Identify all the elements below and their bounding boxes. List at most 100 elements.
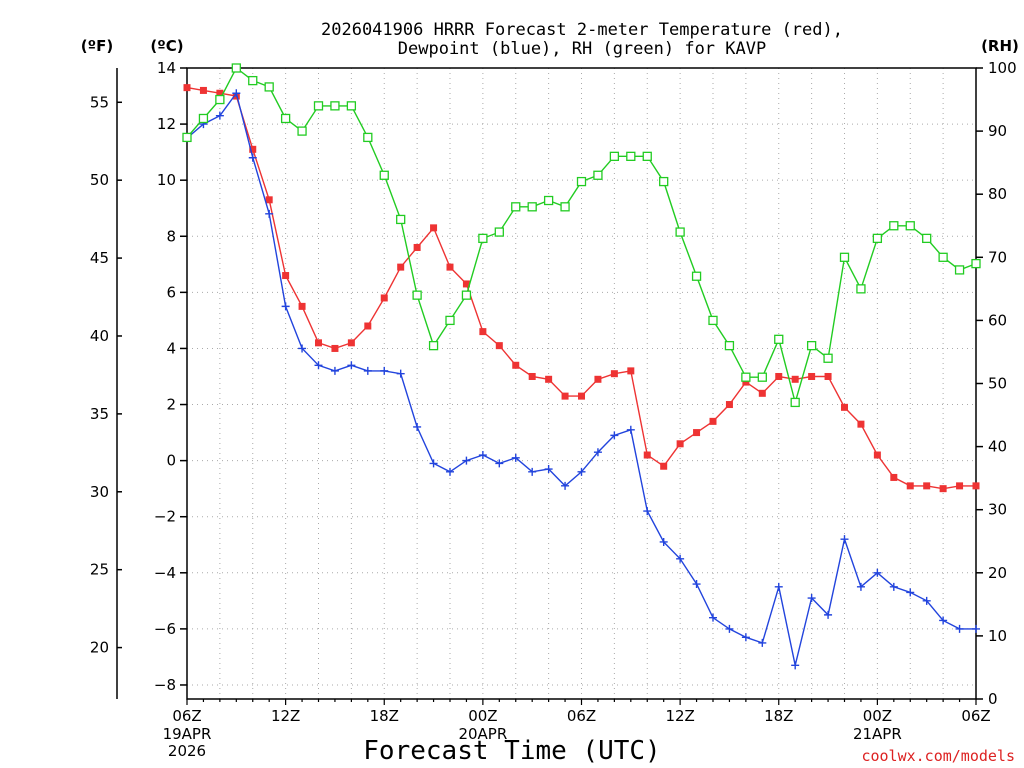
celsius-tick-label: 0 <box>166 452 176 470</box>
rh-series <box>182 63 981 408</box>
x-tick-label: 06Z <box>567 707 596 725</box>
dewpoint-point <box>232 89 241 98</box>
temperature-point <box>939 485 947 493</box>
dewpoint-point <box>955 624 964 633</box>
rh-point <box>248 75 258 86</box>
temperature-point <box>808 372 816 380</box>
temperature-point <box>643 451 651 459</box>
rh-tick-label: 0 <box>988 690 998 708</box>
dewpoint-point <box>659 537 668 546</box>
dewpoint-point <box>692 580 701 589</box>
dewpoint-point <box>478 451 487 460</box>
rh-point <box>560 202 570 212</box>
temperature-point <box>693 429 701 437</box>
dewpoint-point <box>528 467 537 476</box>
temperature-point <box>347 339 355 347</box>
rh-point <box>971 258 981 269</box>
fahrenheit-tick-label: 25 <box>90 561 109 579</box>
temperature-point <box>364 322 372 330</box>
dewpoint-point <box>298 344 307 353</box>
dewpoint-point <box>248 153 257 162</box>
dewpoint-point <box>215 111 224 120</box>
title-line-2: Dewpoint (blue), RH (green) for KAVP <box>398 39 766 59</box>
rh-tick-label: 40 <box>988 438 1007 456</box>
dewpoint-point <box>544 465 553 474</box>
temperature-point <box>446 263 454 271</box>
chart-title: 2026041906 HRRR Forecast 2-meter Tempera… <box>321 20 843 59</box>
dewpoint-point <box>840 535 849 544</box>
x-tick-label: 12Z <box>271 707 300 725</box>
rh-point <box>543 195 554 206</box>
temperature-point <box>216 89 224 97</box>
rh-point <box>346 101 357 111</box>
rh-point <box>396 214 406 225</box>
rh-point <box>198 113 209 124</box>
rh-point <box>954 265 965 275</box>
dewpoint-point <box>758 638 767 647</box>
temperature-point <box>495 342 503 350</box>
temperature-point <box>413 243 421 251</box>
celsius-tick-label: −2 <box>154 508 176 526</box>
rh-point <box>675 227 685 237</box>
rh-point <box>511 202 521 212</box>
fahrenheit-tick-label: 30 <box>90 483 109 501</box>
dewpoint-point <box>626 425 635 434</box>
temperature-point <box>578 392 585 400</box>
temperature-point <box>249 145 257 153</box>
rh-point <box>922 233 932 244</box>
rh-point <box>708 315 718 326</box>
fahrenheit-tick-label: 55 <box>90 93 109 111</box>
rh-point <box>790 397 800 408</box>
dewpoint-point <box>347 361 356 370</box>
dewpoint-point <box>446 467 454 476</box>
x-axis-title: Forecast Time (UTC) <box>363 736 660 766</box>
dewpoint-point <box>873 568 882 577</box>
dewpoint-point <box>807 594 816 603</box>
rh-point <box>412 290 422 300</box>
temperature-point <box>545 375 553 383</box>
x-tick-date-label: 21APR <box>853 725 902 743</box>
temperature-point <box>725 401 733 409</box>
axes: −8 −6 −4 −2 0 2 4 6 8 10 12 14 20 25 30 35 40 45 50 55 0 10 20… <box>90 59 1017 760</box>
dewpoint-point <box>889 582 898 591</box>
temperature-point <box>742 378 750 386</box>
celsius-tick-label: 4 <box>166 339 176 357</box>
rh-tick-label: 10 <box>988 627 1007 645</box>
rh-point <box>445 315 455 326</box>
dewpoint-point <box>922 596 931 605</box>
dewpoint-point <box>413 422 422 431</box>
rh-point <box>428 340 439 351</box>
dewpoint-point <box>676 554 685 563</box>
celsius-tick-label: −6 <box>154 620 176 638</box>
x-tick-label: 06Z <box>961 707 990 725</box>
fahrenheit-tick-label: 45 <box>90 249 109 267</box>
x-tick-label: 06Z <box>172 707 201 725</box>
celsius-tick-label: −4 <box>154 564 176 582</box>
rh-point <box>872 233 883 244</box>
dewpoint-point <box>972 624 980 633</box>
temperature-point <box>528 372 536 380</box>
temperature-point <box>890 473 898 481</box>
rh-point <box>215 94 225 105</box>
rh-tick-label: 50 <box>988 375 1007 393</box>
dewpoint-point <box>791 661 800 670</box>
dewpoint-point <box>643 507 652 516</box>
temperature-point <box>462 280 470 288</box>
temperature-point <box>775 372 783 380</box>
temperature-point <box>972 482 980 490</box>
temperature-point <box>199 86 207 94</box>
rh-point <box>691 271 702 281</box>
x-tick-label: 18Z <box>764 707 793 725</box>
rh-point <box>182 132 192 143</box>
celsius-tick-label: 12 <box>157 115 176 133</box>
temperature-point <box>315 339 322 347</box>
dewpoint-point <box>462 456 471 465</box>
rh-point <box>626 151 636 161</box>
rh-point <box>478 233 488 244</box>
title-line-1: 2026041906 HRRR Forecast 2-meter Tempera… <box>321 20 843 40</box>
dewpoint-point <box>380 366 389 375</box>
rh-point <box>757 372 767 382</box>
temperature-point <box>841 403 848 411</box>
temperature-point <box>397 263 405 271</box>
